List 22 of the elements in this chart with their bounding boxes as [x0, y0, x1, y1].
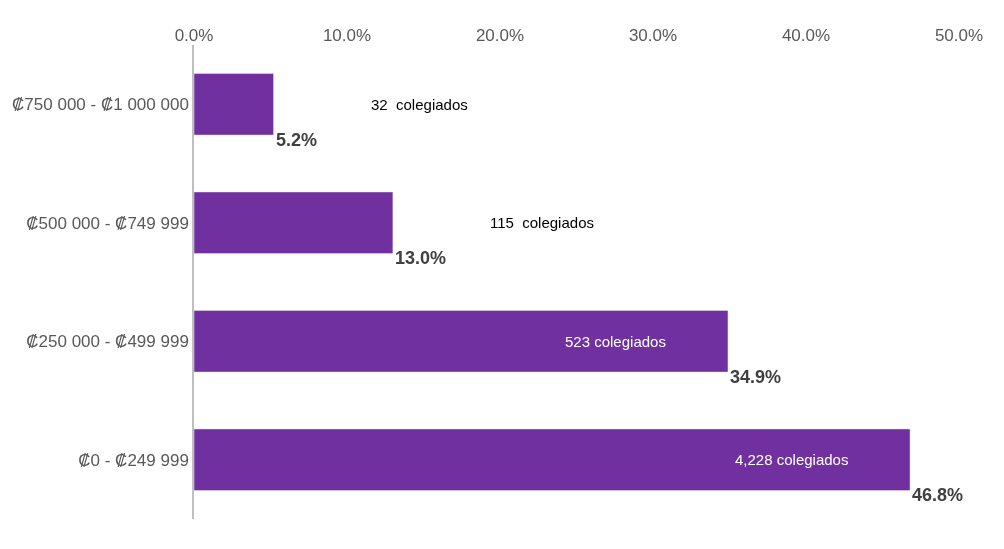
bar — [194, 73, 274, 136]
x-tick-label: 10.0% — [322, 25, 372, 45]
bar — [194, 191, 394, 254]
y-tick-label: ₡250 000 - ₡499 999 — [26, 332, 189, 352]
annotation: 4,228 colegiados — [735, 451, 849, 468]
data-label: 13.0% — [395, 248, 447, 268]
annotation: 32 colegiados — [371, 96, 468, 113]
bar — [194, 310, 729, 373]
data-label: 46.8% — [912, 485, 964, 505]
x-tick-label: 0.0% — [174, 25, 214, 45]
bar — [194, 428, 911, 491]
data-label: 34.9% — [730, 367, 782, 387]
y-tick-label: ₡500 000 - ₡749 999 — [26, 213, 189, 233]
data-label: 5.2% — [276, 130, 318, 150]
annotation: 523 colegiados — [565, 333, 666, 350]
x-tick-label: 40.0% — [781, 25, 831, 45]
y-tick-label: ₡0 - ₡249 999 — [78, 450, 189, 470]
y-tick-label: ₡750 000 - ₡1 000 000 — [12, 95, 189, 115]
x-tick-label: 30.0% — [628, 25, 678, 45]
annotation: 115 colegiados — [490, 214, 594, 231]
x-tick-label: 50.0% — [934, 25, 984, 45]
x-tick-label: 20.0% — [475, 25, 525, 45]
